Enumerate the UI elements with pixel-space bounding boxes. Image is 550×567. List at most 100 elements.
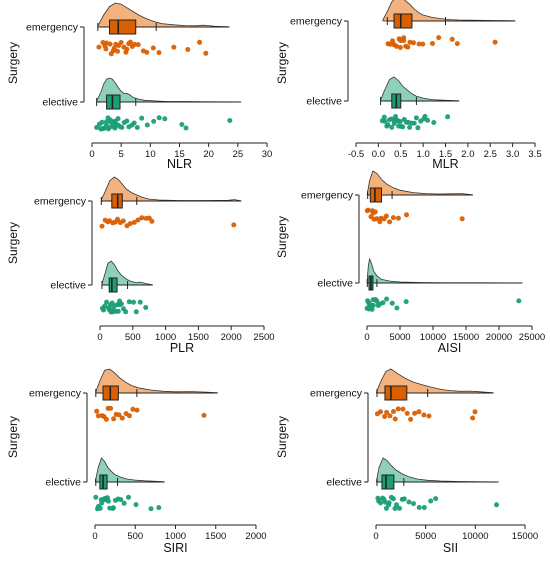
rain-point-emergency: [126, 41, 132, 47]
rain-point-elective: [421, 505, 427, 510]
rain-point-elective: [131, 299, 136, 305]
x-axis-label: AISI: [438, 341, 462, 355]
rain-point-elective: [382, 118, 388, 124]
rain-point-emergency: [115, 48, 120, 54]
rain-point-emergency: [135, 217, 141, 223]
rain-point-emergency: [384, 409, 390, 415]
rain-point-elective: [93, 494, 99, 500]
rain-point-emergency: [400, 406, 406, 412]
rain-point-emergency: [449, 36, 455, 42]
rain-point-emergency: [123, 49, 129, 55]
rain-point-emergency: [421, 412, 427, 418]
box-emergency: [393, 13, 413, 29]
series-elective: [100, 260, 153, 315]
rain-point-emergency: [110, 48, 116, 54]
series-emergency: [96, 2, 230, 57]
y-tick-label-elective: elective: [50, 280, 86, 292]
rain-point-elective: [411, 501, 416, 507]
rain-point-elective: [369, 306, 375, 312]
rain-point-elective: [406, 499, 412, 505]
rain-point-elective: [105, 498, 111, 504]
density-cloud-elective: [376, 457, 499, 483]
rain-point-elective: [393, 114, 399, 119]
x-axis-label: PLR: [170, 341, 194, 355]
rain-point-elective: [139, 115, 145, 121]
rain-point-emergency: [185, 47, 191, 52]
rain-point-emergency: [382, 414, 388, 419]
raincloud-panel-nlr: emergency elective Surgery 0 5 10 15 20 25 30 NLR: [6, 2, 273, 171]
y-axis-label: Surgery: [275, 216, 289, 258]
rain-point-elective: [416, 505, 422, 510]
rain-point-elective: [156, 505, 162, 511]
y-tick-label-emergency: emergency: [301, 190, 354, 202]
series-elective: [379, 76, 460, 131]
rain-point-emergency: [201, 412, 207, 418]
x-tick-label: 5000: [389, 332, 410, 343]
x-tick-label: 0: [92, 531, 97, 542]
x-tick-label: 5000: [415, 531, 436, 542]
x-tick-label: 30: [262, 149, 273, 160]
x-tick-label: 1000: [165, 531, 186, 542]
rain-point-emergency: [116, 412, 122, 418]
x-tick-label: 0: [364, 332, 369, 343]
rain-point-elective: [370, 302, 376, 308]
rain-point-emergency: [150, 45, 156, 51]
y-tick-label-emergency: emergency: [290, 16, 343, 28]
rain-point-emergency: [392, 416, 398, 422]
rain-point-emergency: [203, 50, 209, 56]
rain-point-elective: [156, 115, 162, 121]
rain-point-elective: [389, 300, 395, 306]
rain-point-elective: [151, 118, 157, 124]
rain-point-emergency: [94, 408, 100, 414]
x-axis-label: SII: [443, 541, 458, 555]
rain-point-elective: [411, 120, 417, 126]
rain-point-emergency: [111, 416, 117, 422]
raincloud-panel-aisi: emergency elective Surgery 0 5000 10000 15000 2…: [275, 170, 545, 355]
rain-point-elective: [422, 113, 428, 119]
rain-point-emergency: [459, 216, 465, 222]
series-emergency: [364, 170, 473, 225]
rain-point-emergency: [126, 413, 132, 419]
rain-point-elective: [425, 117, 431, 123]
series-emergency: [382, 0, 516, 50]
rain-point-elective: [126, 494, 131, 500]
x-tick-label: 0.0: [372, 149, 385, 160]
rain-point-elective: [384, 296, 390, 302]
rain-point-elective: [183, 125, 189, 131]
x-tick-label: 500: [125, 332, 141, 343]
density-cloud-emergency: [95, 368, 218, 394]
rain-point-emergency: [139, 215, 145, 221]
x-tick-label: 10: [145, 149, 156, 160]
rain-point-elective: [396, 118, 401, 124]
rain-point-elective: [102, 303, 108, 309]
rain-point-emergency: [372, 209, 378, 215]
density-cloud-elective: [366, 257, 523, 284]
x-tick-label: -0.5: [348, 149, 364, 160]
x-tick-label: 15000: [512, 531, 538, 542]
rain-point-emergency: [391, 42, 397, 47]
rain-point-emergency: [404, 410, 410, 416]
rain-point-elective: [143, 305, 149, 310]
rain-point-emergency: [127, 221, 133, 227]
rain-point-emergency: [378, 409, 383, 415]
raincloud-panel-mlr: emergency elective Surgery -0.5 0.0 0.5 1.0 1.5…: [275, 0, 542, 171]
y-tick-label-emergency: emergency: [29, 388, 82, 400]
series-elective: [364, 257, 523, 312]
x-tick-label: 15: [174, 149, 185, 160]
rain-point-elective: [148, 506, 154, 512]
series-elective: [375, 457, 499, 511]
rain-point-elective: [390, 496, 396, 502]
rain-point-emergency: [131, 219, 137, 225]
x-tick-label: 0.5: [394, 149, 407, 160]
rain-point-elective: [119, 124, 125, 130]
rain-point-emergency: [420, 41, 426, 47]
box-emergency: [109, 19, 137, 35]
rain-point-elective: [433, 496, 439, 502]
rain-point-elective: [134, 125, 140, 130]
rain-point-elective: [386, 500, 392, 506]
rain-point-emergency: [492, 39, 498, 45]
x-tick-label: 15000: [453, 332, 479, 343]
x-tick-label: 1500: [205, 531, 226, 542]
rain-point-elective: [398, 123, 404, 129]
y-tick-label-emergency: emergency: [26, 22, 79, 34]
